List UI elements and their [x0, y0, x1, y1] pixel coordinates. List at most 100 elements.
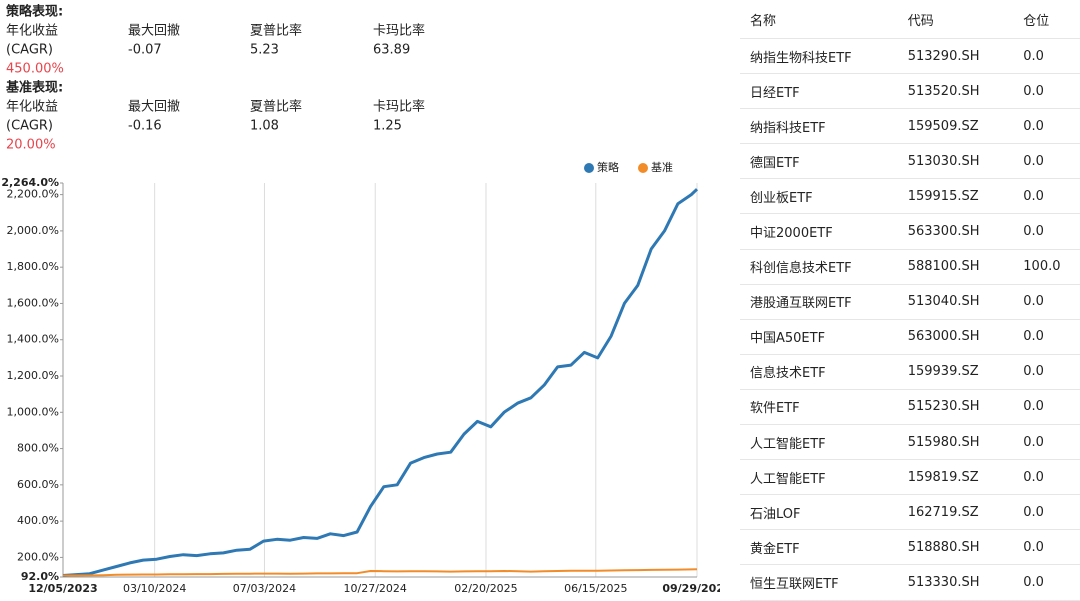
cagr-value: 20.00%: [6, 138, 56, 153]
metric-value: -0.16: [128, 119, 162, 134]
series-line: [63, 568, 698, 577]
y-tick-label: 2,200.0%: [7, 188, 59, 201]
cagr-value: 450.00%: [6, 62, 64, 77]
table-row: 日经ETF 513520.SH 0.0: [740, 73, 1080, 110]
table-row: 黄金ETF 518880.SH 0.0: [740, 529, 1080, 566]
metric-label: 年化收益: [6, 100, 58, 115]
metric-label: 夏普比率: [250, 99, 302, 115]
table-cell: 创业板ETF: [740, 178, 898, 215]
header-row: 名称 代码 仓位: [740, 0, 1080, 39]
table-cell: 人工智能ETF: [740, 424, 898, 461]
table-cell: 日经ETF: [740, 73, 898, 110]
table-row: 人工智能ETF 515980.SH 0.0: [740, 424, 1080, 461]
y-tick-label: 200.0%: [17, 550, 59, 563]
table-cell: 0.0: [1013, 529, 1080, 566]
metric-value: 63.89: [373, 43, 410, 58]
table-cell: 159509.SZ: [897, 108, 1014, 145]
table-row: 中证2000ETF 563300.SH 0.0: [740, 213, 1080, 250]
table-cell: 513330.SH: [897, 564, 1014, 601]
table-cell: 纳指生物科技ETF: [740, 38, 898, 75]
table-cell: 513030.SH: [897, 143, 1014, 180]
column-header: 仓位: [1013, 0, 1080, 39]
legend-label: 策略: [597, 160, 619, 174]
table-cell: 0.0: [1013, 108, 1080, 145]
table-cell: 159939.SZ: [897, 354, 1014, 390]
table-cell: 0.0: [1013, 73, 1080, 110]
table-cell: 0.0: [1013, 143, 1080, 180]
series-line: [62, 188, 699, 577]
table-cell: 0.0: [1013, 38, 1080, 75]
table-cell: 162719.SZ: [897, 494, 1014, 531]
table-cell: 德国ETF: [740, 143, 898, 180]
stats-title: 基准表现:: [5, 80, 63, 96]
metric-value: 1.08: [250, 119, 279, 134]
x-tick-label: 03/10/2024: [123, 582, 186, 595]
table-row: 纳指生物科技ETF 513290.SH 0.0: [740, 38, 1080, 75]
x-tick-label: 06/15/2025: [564, 582, 627, 595]
table-row: 科创信息技术ETF 588100.SH 100.0: [740, 249, 1080, 285]
y-tick-label: 1,200.0%: [7, 369, 59, 382]
table-body: 纳指生物科技ETF 513290.SH 0.0 日经ETF 513520.SH 0.0 纳指…: [740, 38, 1080, 601]
table-cell: 100.0: [1013, 249, 1080, 285]
legend-label: 基准: [651, 161, 673, 174]
x-tick-label: 12/05/2023: [28, 582, 97, 595]
table-row: 纳指科技ETF 159509.SZ 0.0: [740, 108, 1080, 145]
metric-note: (CAGR): [6, 119, 53, 134]
metric-label: 年化收益: [6, 24, 58, 39]
table-cell: 563300.SH: [897, 213, 1014, 250]
x-tick-label: 09/29/2025: [662, 582, 720, 595]
position-table: 名称 代码 仓位 纳指生物科技ETF 513290.SH 0.0 日经ETF 513520.S…: [740, 0, 1080, 601]
x-tick-label: 02/20/2025: [454, 582, 517, 595]
table-cell: 513040.SH: [897, 284, 1014, 320]
x-tick-label: 10/27/2024: [344, 582, 407, 595]
table-cell: 人工智能ETF: [740, 459, 898, 496]
y-tick-label: 400.0%: [17, 514, 59, 527]
table-cell: 515980.SH: [897, 424, 1014, 461]
metric-value: 1.25: [373, 119, 402, 134]
stats-title: 策略表现:: [6, 4, 63, 20]
table-cell: 0.0: [1013, 564, 1080, 601]
legend-marker: [638, 163, 648, 173]
table-cell: 0.0: [1013, 459, 1080, 496]
table-cell: 0.0: [1013, 319, 1080, 355]
table-cell: 0.0: [1013, 424, 1080, 461]
y-tick-label: 1,600.0%: [7, 296, 59, 309]
y-tick-label: 800.0%: [17, 442, 59, 455]
table-cell: 港股通互联网ETF: [740, 284, 898, 320]
y-tick-label: 1,000.0%: [7, 405, 59, 418]
table-row: 港股通互联网ETF 513040.SH 0.0: [740, 284, 1080, 320]
column-header: 名称: [740, 0, 898, 39]
left-panel: 策略表现:年化收益 最大回撤 夏普比率 卡玛比率(CAGR) -0.07 5.23 63.8…: [1, 4, 720, 596]
table-cell: 513520.SH: [897, 73, 1014, 110]
table-cell: 588100.SH: [897, 249, 1014, 285]
metric-label: 夏普比率: [250, 23, 302, 39]
y-tick-label: 600.0%: [17, 478, 59, 491]
metric-label: 卡玛比率: [373, 23, 425, 39]
table-cell: 中证2000ETF: [740, 213, 898, 250]
table-row: 恒生互联网ETF 513330.SH 0.0: [740, 564, 1080, 601]
column-header: 代码: [897, 0, 1014, 39]
table-cell: 0.0: [1013, 213, 1080, 250]
table-cell: 中国A50ETF: [740, 319, 898, 355]
metric-value: -0.07: [128, 43, 162, 58]
table-cell: 0.0: [1013, 389, 1080, 426]
y-tick-label: 2,264.0%: [1, 176, 59, 189]
table-cell: 石油LOF: [740, 494, 898, 531]
table-row: 中国A50ETF 563000.SH 0.0: [740, 319, 1080, 355]
table-cell: 软件ETF: [740, 389, 898, 426]
table-cell: 纳指科技ETF: [740, 108, 898, 145]
metric-note: (CAGR): [6, 43, 53, 58]
table-row: 软件ETF 515230.SH 0.0: [740, 389, 1080, 426]
legend-marker: [584, 163, 594, 173]
table-row: 石油LOF 162719.SZ 0.0: [740, 494, 1080, 531]
table-cell: 0.0: [1013, 354, 1080, 390]
table-row: 创业板ETF 159915.SZ 0.0: [740, 178, 1080, 215]
table-cell: 信息技术ETF: [740, 354, 898, 390]
y-tick-label: 1,400.0%: [7, 333, 59, 346]
table-cell: 518880.SH: [897, 529, 1014, 566]
table-cell: 0.0: [1013, 494, 1080, 531]
y-tick-label: 92.0%: [21, 570, 59, 583]
x-tick-label: 07/03/2024: [233, 582, 296, 595]
metric-label: 最大回撤: [128, 99, 180, 115]
